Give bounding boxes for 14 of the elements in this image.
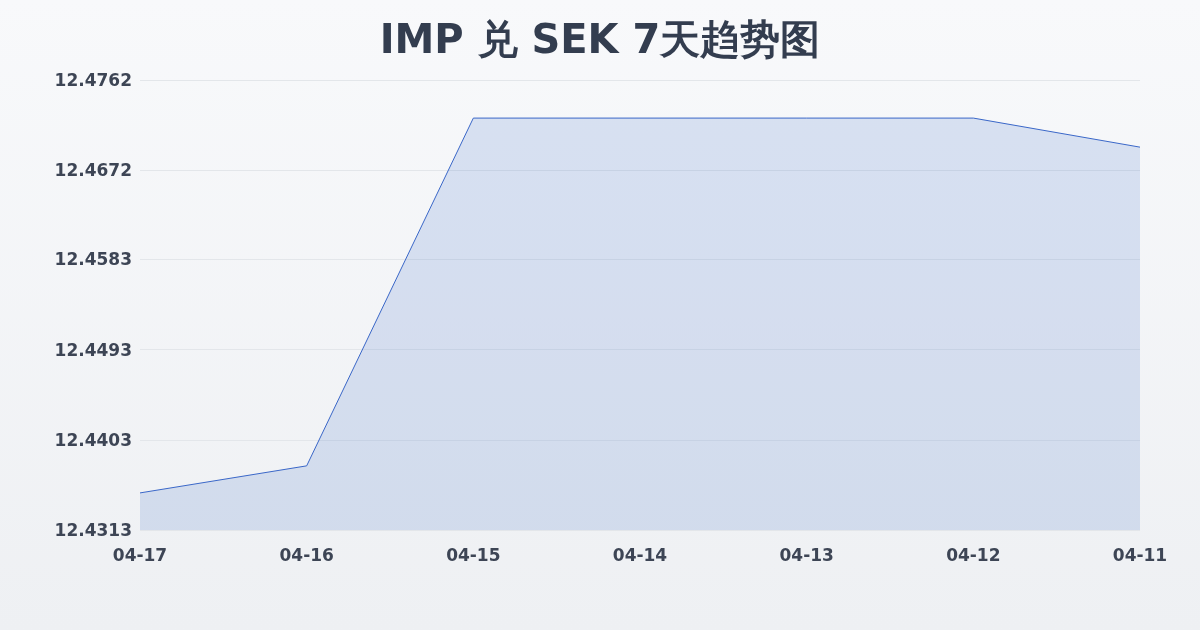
chart-title: IMP 兑 SEK 7天趋势图	[379, 16, 821, 62]
x-tick-label: 04-14	[612, 544, 668, 565]
y-tick-label: 12.4583	[54, 249, 132, 270]
x-tick-label: 04-17	[112, 544, 168, 565]
y-tick-label: 12.4403	[54, 429, 132, 450]
y-tick-label: 12.4493	[54, 339, 132, 360]
y-tick-label: 12.4672	[54, 160, 132, 181]
x-tick-label: 04-11	[1112, 544, 1168, 565]
x-tick-label: 04-12	[946, 544, 1001, 565]
x-tick-label: 04-16	[279, 544, 334, 565]
x-tick-label: 04-15	[446, 544, 501, 565]
y-tick-label: 12.4762	[54, 70, 132, 90]
y-tick-label: 12.4313	[54, 520, 132, 540]
x-tick-label: 04-13	[779, 544, 834, 565]
